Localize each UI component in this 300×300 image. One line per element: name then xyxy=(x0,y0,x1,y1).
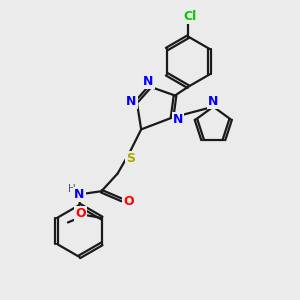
Text: N: N xyxy=(208,95,218,108)
Text: N: N xyxy=(143,75,154,88)
Text: N: N xyxy=(173,112,183,126)
Text: N: N xyxy=(126,95,136,108)
Text: Cl: Cl xyxy=(183,10,196,23)
Text: O: O xyxy=(123,195,134,208)
Text: N: N xyxy=(74,188,85,201)
Text: S: S xyxy=(126,152,135,165)
Text: O: O xyxy=(75,207,86,220)
Text: H: H xyxy=(68,184,75,194)
